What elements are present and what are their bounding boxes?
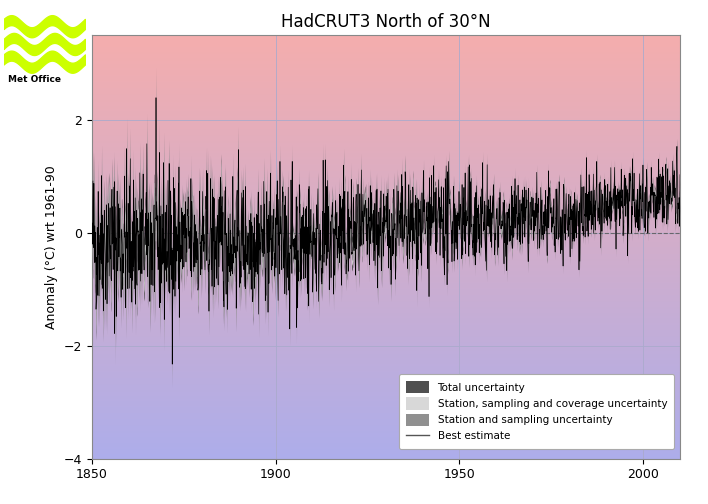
Text: Met Office: Met Office: [8, 75, 61, 84]
Y-axis label: Anomaly (°C) wrt 1961-90: Anomaly (°C) wrt 1961-90: [45, 165, 58, 329]
Title: HadCRUT3 North of 30°N: HadCRUT3 North of 30°N: [281, 13, 491, 31]
Legend: Total uncertainty, Station, sampling and coverage uncertainty, Station and sampl: Total uncertainty, Station, sampling and…: [399, 374, 675, 449]
